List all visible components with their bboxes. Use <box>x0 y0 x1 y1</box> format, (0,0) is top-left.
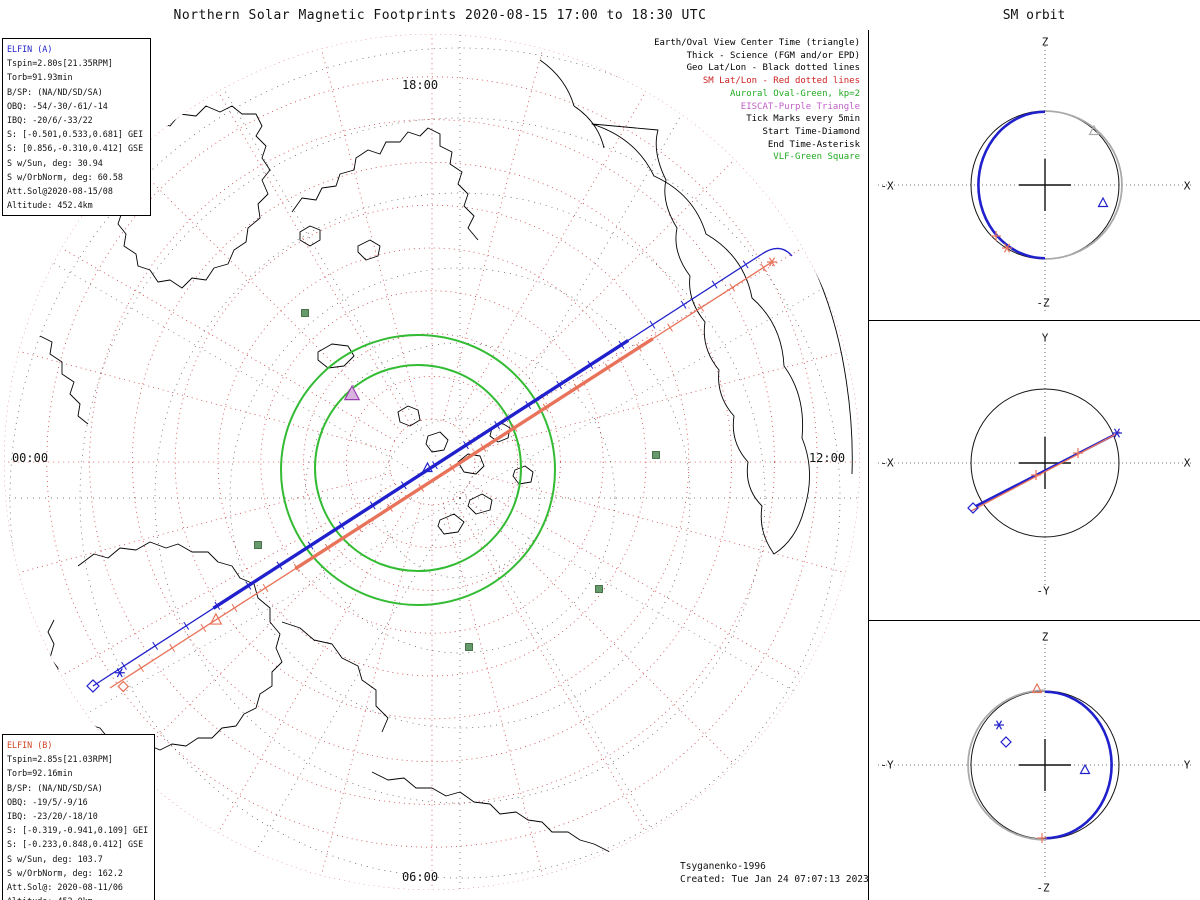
elfin-b-title: ELFIN (B) <box>7 740 53 750</box>
coastline-top-right <box>539 59 605 149</box>
panel3-label-top: Z <box>1041 630 1049 644</box>
elfin-b-info-line: OBQ: -19/5/-9/16 <box>7 796 88 807</box>
coastline-arctic-islands <box>299 225 534 535</box>
panel1-label-bottom: -Z <box>1036 296 1050 310</box>
legend-item: VLF-Green Square <box>773 152 860 163</box>
elfin-a-info-line: S w/OrbNorm, deg: 60.58 <box>7 171 123 182</box>
coastline-na-peninsula <box>281 621 389 733</box>
panel1-label-left: -X <box>880 179 894 193</box>
panel3-label-right: Y <box>1183 758 1191 772</box>
legend-item: Tick Marks every 5min <box>746 114 860 125</box>
panel3-label-bottom: -Z <box>1036 881 1050 895</box>
coastline-eurasia <box>591 123 810 555</box>
mlt-label-right: 12:00 <box>808 451 846 465</box>
legend-item: SM Lat/Lon - Red dotted lines <box>702 76 860 87</box>
elfin-a-info-line: Tspin=2.80s[21.35RPM] <box>7 58 113 69</box>
elfin-b-info-line: Altitude: 452.0km <box>7 894 150 900</box>
coastlines-layer <box>39 59 853 869</box>
sm-orbit-title: SM orbit <box>1002 8 1066 23</box>
panel2-label-right: X <box>1183 456 1191 470</box>
elfin-a-info-line: Altitude: 452.4km <box>7 200 93 211</box>
elfin-a-title: ELFIN (A) <box>7 44 53 54</box>
model-label: Tsyganenko-1996 <box>680 861 766 872</box>
plot-credits: Tsyganenko-1996 Created: Tue Jan 24 07:0… <box>680 860 869 886</box>
elfin-a-info-line: S: [0.856,-0.310,0.412] GSE <box>7 143 144 154</box>
elfin-b-info-line: B/SP: (NA/ND/SD/SA) <box>7 782 103 793</box>
panel2-label-top: Y <box>1041 331 1049 345</box>
elfin-a-infobox: ELFIN (A) Tspin=2.80s[21.35RPM] Torb=91.… <box>2 38 151 217</box>
elfin-b-info-line: IBQ: -23/20/-18/10 <box>7 811 98 822</box>
elfin-a-info-line: S w/Sun, deg: 30.94 <box>7 157 103 168</box>
elfin-a-info-line: Att.Sol@2020-08-15/08 <box>7 186 113 197</box>
mlt-label-left: 00:00 <box>11 451 49 465</box>
legend-item: Start Time-Diamond <box>762 126 860 137</box>
legend-item: Earth/Oval View Center Time (triangle) <box>654 38 860 48</box>
elfin-b-info-line: S: [-0.233,0.848,0.412] GSE <box>7 839 144 850</box>
map-legend: Earth/Oval View Center Time (triangle) T… <box>520 37 860 164</box>
mlt-label-bottom: 06:00 <box>401 870 439 884</box>
coastline-iceland <box>317 343 355 369</box>
coastline-bottom <box>371 771 653 869</box>
coastline-left-edge <box>39 335 89 425</box>
map-grid-layer <box>4 34 860 890</box>
legend-item: Auroral Oval-Green, kp=2 <box>729 88 860 99</box>
sm-orbit-panels-layer <box>878 46 1192 878</box>
elfin-a-info-line: OBQ: -54/-30/-61/-14 <box>7 100 108 111</box>
page-title: Northern Solar Magnetic Footprints 2020-… <box>173 8 707 23</box>
coastline-north-america <box>47 541 283 751</box>
elfin-a-info-line: S: [-0.501,0.533,0.681] GEI <box>7 129 144 140</box>
panel2-label-bottom: -Y <box>1036 584 1050 598</box>
elfin-b-infobox: ELFIN (B) Tspin=2.85s[21.03RPM] Torb=92.… <box>2 734 155 900</box>
created-label: Created: Tue Jan 24 07:07:13 2023 <box>680 874 869 885</box>
elfin-b-info-line: S: [-0.319,-0.941,0.109] GEI <box>7 825 149 836</box>
elfin-a-info-line: IBQ: -20/6/-33/22 <box>7 115 93 126</box>
map-overlay-layer <box>86 247 793 693</box>
elfin-b-info-line: S w/OrbNorm, deg: 162.2 <box>7 867 123 878</box>
panel1-label-top: Z <box>1041 35 1049 49</box>
panel-separators <box>868 30 1200 900</box>
elfin-b-info-line: Tspin=2.85s[21.03RPM] <box>7 754 113 765</box>
elfin-b-info-line: Torb=92.16min <box>7 768 73 779</box>
legend-item: Geo Lat/Lon - Black dotted lines <box>686 63 860 74</box>
legend-item: EISCAT-Purple Triangle <box>740 101 860 112</box>
elfin-b-info-line: S w/Sun, deg: 103.7 <box>7 853 103 864</box>
legend-item: End Time-Asterisk <box>767 139 860 150</box>
legend-item: Thick - Science (FGM and/or EPD) <box>686 50 860 61</box>
elfin-a-info-line: B/SP: (NA/ND/SD/SA) <box>7 86 103 97</box>
panel3-label-left: -Y <box>880 758 894 772</box>
elfin-a-info-line: Torb=91.93min <box>7 72 73 83</box>
elfin-b-info-line: Att.Sol@: 2020-08-11/06 <box>7 882 123 893</box>
coastline-arctic-north <box>291 127 479 241</box>
mlt-label-top: 18:00 <box>401 78 439 92</box>
panel2-label-left: -X <box>880 456 894 470</box>
panel1-label-right: X <box>1183 179 1191 193</box>
